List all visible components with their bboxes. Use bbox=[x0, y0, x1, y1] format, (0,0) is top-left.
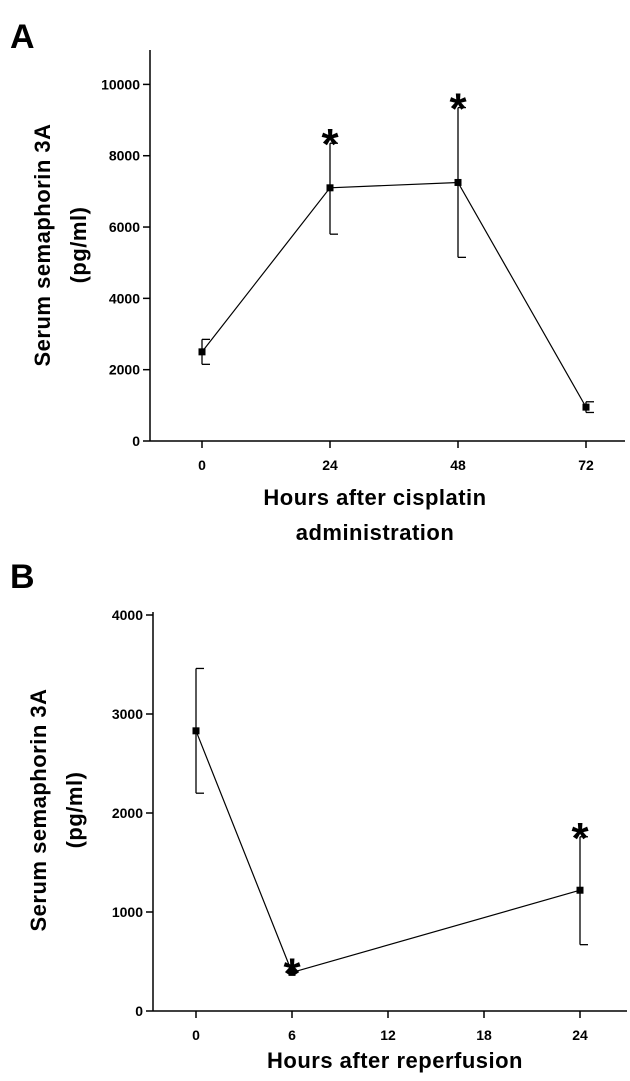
chart-a-y-tick-label: 4000 bbox=[109, 290, 140, 306]
chart-a-svg: A 0 2000 4000 6000 8000 10000 0 24 48 72 Hours afte… bbox=[10, 18, 625, 540]
chart-a-x-axis-title: Hours after cisplatin bbox=[263, 485, 486, 510]
chart-a-x-tick-label: 0 bbox=[198, 457, 206, 473]
chart-b-data-point bbox=[288, 968, 296, 976]
chart-b-svg: B 0 1000 2000 3000 4000 0 6 12 18 24 Hours after re… bbox=[10, 558, 627, 1073]
chart-b-data-point bbox=[576, 886, 584, 894]
chart-a-significance-marker: * bbox=[321, 120, 339, 169]
chart-b-x-axis-title: Hours after reperfusion bbox=[267, 1048, 523, 1073]
chart-b-y-tick-label: 3000 bbox=[112, 706, 143, 722]
chart-b-x-tick-label: 24 bbox=[572, 1027, 588, 1043]
chart-a-x-tick-label: 72 bbox=[578, 457, 594, 473]
chart-b-y-tick-label: 4000 bbox=[112, 607, 143, 623]
chart-a-y-tick-label: 6000 bbox=[109, 219, 140, 235]
chart-a-data-point bbox=[198, 348, 206, 356]
chart-b-panel-label: B bbox=[10, 558, 35, 596]
chart-b-y-axis-title: (pg/ml) bbox=[62, 772, 87, 849]
chart-b-x-tick-label: 12 bbox=[380, 1027, 396, 1043]
chart-b-y-tick-label: 2000 bbox=[112, 805, 143, 821]
chart-a-y-axis-title: (pg/ml) bbox=[66, 207, 91, 284]
chart-b-x-tick-label: 6 bbox=[288, 1027, 296, 1043]
chart-a-y-tick-label: 8000 bbox=[109, 148, 140, 164]
chart-b-y-tick-label: 0 bbox=[135, 1003, 143, 1019]
chart-a-significance-marker: * bbox=[449, 85, 467, 134]
chart-panel-a: A 0 2000 4000 6000 8000 10000 0 24 48 72 Hours afte… bbox=[0, 0, 630, 540]
chart-a-data-point bbox=[582, 403, 590, 411]
chart-a-x-axis-title: administration bbox=[296, 520, 455, 540]
chart-panel-b: B 0 1000 2000 3000 4000 0 6 12 18 24 Hours after re… bbox=[0, 540, 630, 1081]
chart-b-data-point bbox=[192, 727, 200, 735]
chart-b-x-tick-label: 0 bbox=[192, 1027, 200, 1043]
chart-b-x-tick-label: 18 bbox=[476, 1027, 492, 1043]
chart-b-y-tick-label: 1000 bbox=[112, 904, 143, 920]
chart-a-y-tick-label: 10000 bbox=[101, 76, 140, 92]
chart-b-significance-marker: * bbox=[571, 814, 589, 863]
chart-a-series-line bbox=[201, 181, 587, 408]
chart-a-x-tick-label: 24 bbox=[322, 457, 338, 473]
chart-a-data-point bbox=[454, 178, 462, 186]
chart-a-y-tick-label: 2000 bbox=[109, 362, 140, 378]
chart-a-panel-label: A bbox=[10, 18, 35, 56]
chart-a-y-tick-label: 0 bbox=[132, 433, 140, 449]
chart-b-series-line bbox=[195, 730, 581, 974]
chart-a-y-axis-title: Serum semaphorin 3A bbox=[30, 123, 55, 366]
chart-a-data-point bbox=[326, 184, 334, 192]
chart-a-x-tick-label: 48 bbox=[450, 457, 466, 473]
chart-b-y-axis-title: Serum semaphorin 3A bbox=[26, 688, 51, 931]
chart-b-significance-marker: * bbox=[283, 949, 301, 998]
